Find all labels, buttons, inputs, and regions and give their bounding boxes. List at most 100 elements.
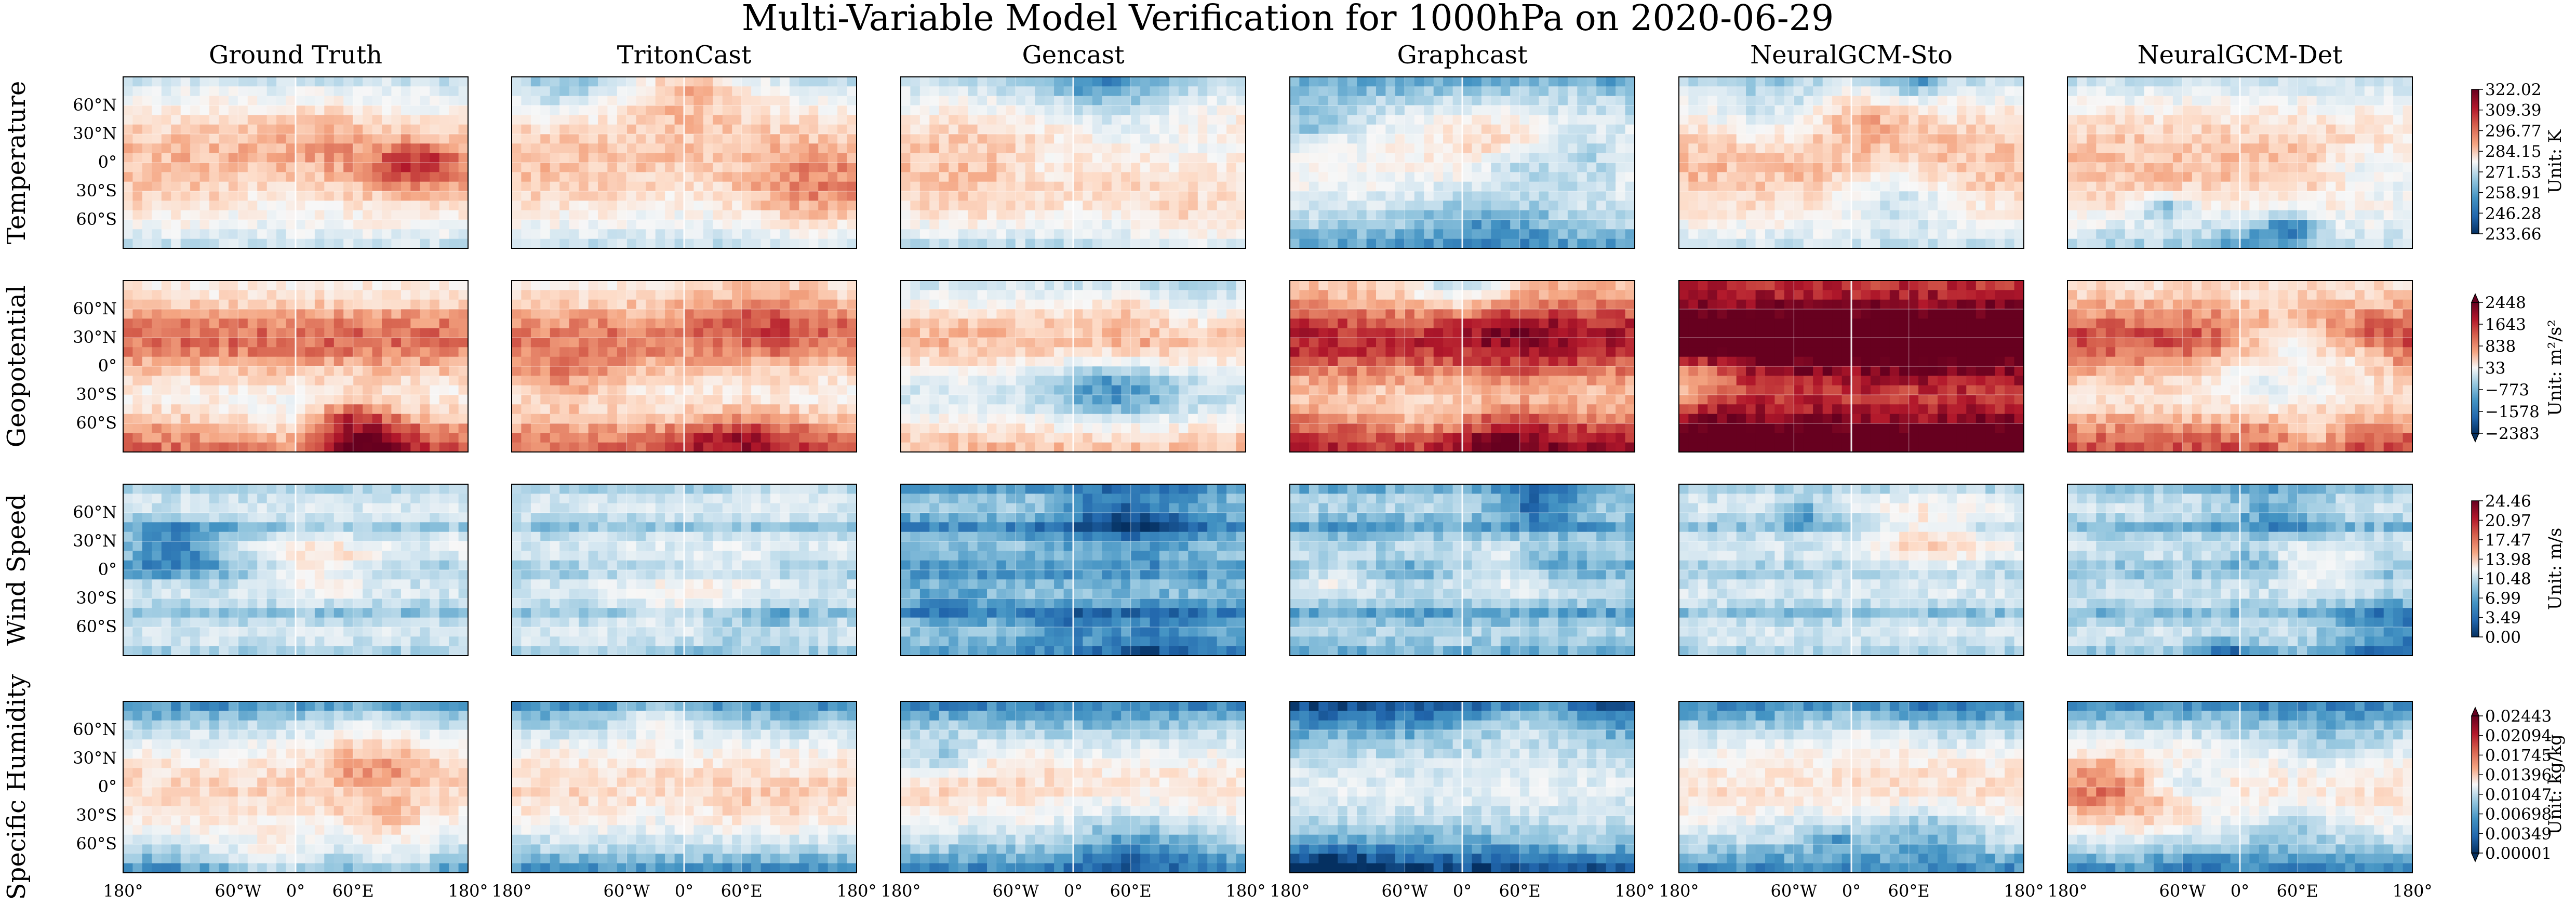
heatmap-cell — [996, 105, 1007, 115]
heatmap-cell — [228, 404, 238, 415]
heatmap-cell — [1309, 115, 1319, 125]
heatmap-cell — [458, 290, 469, 300]
heatmap-cell — [949, 201, 959, 211]
heatmap-cell — [449, 105, 459, 115]
heatmap-cell — [266, 423, 277, 433]
heatmap-cell — [1851, 210, 1861, 220]
heatmap-cell — [410, 404, 421, 415]
heatmap-cell — [2240, 134, 2250, 144]
heatmap-cell — [949, 124, 959, 135]
heatmap-cell — [1188, 220, 1198, 230]
heatmap-cell — [458, 366, 469, 376]
heatmap-cell — [2182, 172, 2193, 182]
heatmap-cell — [266, 299, 277, 310]
heatmap-cell — [449, 328, 459, 338]
heatmap-cell — [1318, 86, 1329, 97]
heatmap-cell — [458, 153, 469, 163]
heatmap-cell — [458, 309, 469, 319]
heatmap-cell — [1928, 86, 1938, 97]
heatmap-cell — [789, 143, 799, 154]
heatmap-cell — [751, 105, 762, 115]
heatmap-cell — [598, 290, 608, 300]
heatmap-cell — [247, 220, 258, 230]
heatmap-cell — [2307, 229, 2317, 239]
heatmap-cell — [789, 172, 799, 182]
heatmap-cell — [372, 77, 382, 87]
heatmap-cell — [382, 385, 392, 395]
heatmap-cell — [1688, 134, 1699, 144]
heatmap-cell — [1169, 96, 1179, 106]
heatmap-cell — [199, 115, 210, 125]
heatmap-cell — [1586, 172, 1597, 182]
heatmap-cell — [958, 134, 968, 144]
heatmap-cell — [190, 181, 201, 192]
heatmap-cell — [837, 77, 848, 87]
heatmap-cell — [1491, 124, 1501, 135]
heatmap-cell — [363, 172, 373, 182]
heatmap-cell — [2005, 229, 2015, 239]
heatmap-cell — [333, 124, 344, 135]
heatmap-cell — [209, 395, 219, 405]
heatmap-cell — [238, 395, 248, 405]
heatmap-cell — [1083, 201, 1093, 211]
heatmap-cell — [530, 318, 541, 329]
heatmap-cell — [579, 238, 589, 249]
heatmap-cell — [266, 163, 277, 172]
heatmap-cell — [238, 290, 248, 300]
heatmap-cell — [2096, 96, 2106, 106]
heatmap-cell — [372, 318, 382, 329]
heatmap-cell — [219, 163, 229, 172]
heatmap-cell — [180, 423, 191, 433]
heatmap-cell — [1765, 238, 1775, 249]
heatmap-cell — [2115, 181, 2126, 192]
heatmap-cell — [1870, 143, 1880, 154]
heatmap-cell — [1357, 134, 1367, 144]
heatmap-cell — [401, 309, 411, 319]
heatmap-cell — [808, 281, 819, 290]
heatmap-cell — [343, 134, 354, 144]
heatmap-cell — [617, 366, 627, 376]
heatmap-cell — [1111, 86, 1122, 97]
heatmap-cell — [741, 153, 752, 163]
heatmap-cell — [333, 414, 344, 424]
heatmap-cell — [430, 347, 440, 357]
heatmap-cell — [238, 309, 248, 319]
heatmap-cell — [1918, 201, 1929, 211]
heatmap-cell — [324, 238, 335, 249]
heatmap-cell — [372, 299, 382, 310]
heatmap-cell — [2192, 96, 2202, 106]
heatmap-cell — [2383, 143, 2394, 154]
heatmap-cell — [1006, 229, 1016, 239]
y-tick-label: 30°N — [73, 327, 117, 347]
heatmap-cell — [333, 423, 344, 433]
heatmap-cell — [296, 181, 305, 192]
y-tick-label: 60°N — [73, 299, 117, 318]
heatmap-cell — [333, 290, 344, 300]
heatmap-cell — [760, 163, 771, 172]
heatmap-cell — [343, 299, 354, 310]
heatmap-cell — [2096, 163, 2106, 172]
heatmap-cell — [1159, 77, 1169, 87]
heatmap-cell — [1376, 172, 1386, 182]
heatmap-cell — [2326, 163, 2336, 172]
heatmap-cell — [987, 229, 997, 239]
heatmap-cell — [401, 191, 411, 201]
heatmap-cell — [171, 201, 181, 211]
heatmap-cell — [1586, 153, 1597, 163]
heatmap-cell — [1376, 134, 1386, 144]
heatmap-cell — [1803, 105, 1813, 115]
heatmap-cell — [161, 134, 171, 144]
heatmap-cell — [1822, 77, 1833, 87]
heatmap-cell — [1385, 220, 1396, 230]
heatmap-cell — [2374, 77, 2384, 87]
heatmap-cell — [958, 191, 968, 201]
heatmap-cell — [209, 423, 219, 433]
heatmap-cell — [732, 96, 742, 106]
heatmap-cell — [1500, 143, 1511, 154]
heatmap-cell — [732, 220, 742, 230]
heatmap-cell — [296, 376, 305, 386]
heatmap-cell — [123, 414, 133, 424]
heatmap-cell — [1707, 172, 1718, 182]
heatmap-cell — [2288, 229, 2298, 239]
heatmap-cell — [1549, 229, 1558, 239]
